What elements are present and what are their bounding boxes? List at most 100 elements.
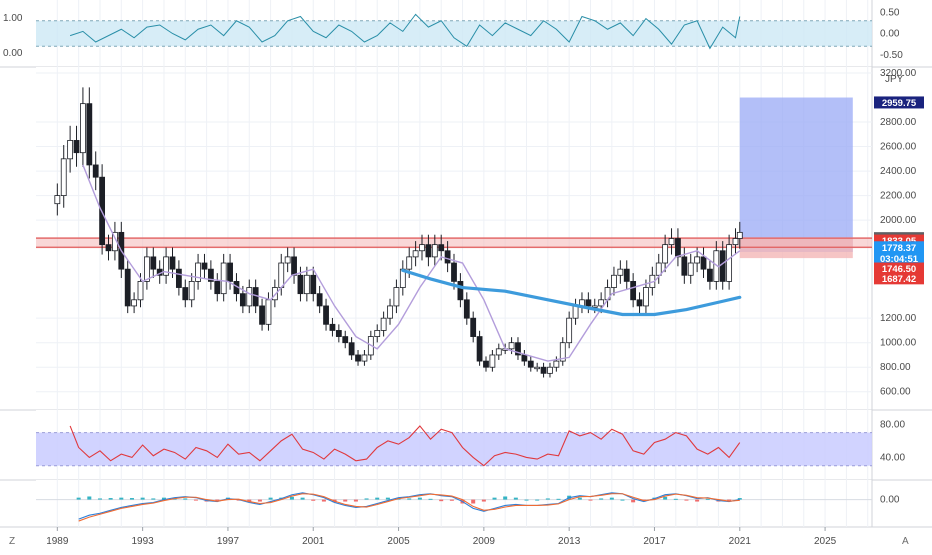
macd-histogram-bar — [545, 498, 550, 500]
candle — [380, 317, 387, 331]
corner-label-right[interactable]: A — [902, 536, 909, 547]
price-tick-label: 2600.00 — [880, 142, 917, 153]
macd-histogram-bar — [151, 498, 156, 500]
candle — [662, 244, 669, 264]
candle — [457, 281, 464, 301]
macd-histogram-bar — [588, 499, 593, 501]
macd-histogram-bar — [97, 498, 102, 500]
candle — [259, 305, 265, 325]
osc-tick-label: -0.50 — [880, 50, 903, 61]
candle — [131, 299, 138, 307]
candle — [342, 336, 349, 344]
macd-histogram-bar — [364, 498, 369, 500]
macd-histogram-bar — [727, 499, 732, 501]
candle — [169, 256, 176, 270]
macd-histogram-bar — [417, 497, 422, 500]
series — [54, 13, 743, 522]
candle — [73, 140, 80, 154]
resistance-band — [36, 237, 872, 249]
candle — [617, 268, 624, 276]
macd-signal-line — [78, 493, 740, 522]
price-tag-label: 1687.42 — [882, 274, 916, 285]
candle — [195, 262, 201, 282]
macd-histogram-bar — [673, 498, 678, 500]
candle — [431, 244, 438, 258]
price-tag-box — [874, 252, 924, 265]
macd-histogram-bar — [247, 499, 252, 502]
candle — [182, 287, 189, 301]
candle — [335, 330, 342, 337]
candle — [220, 262, 227, 295]
macd-histogram-bar — [129, 498, 134, 500]
price-tick-label: 800.00 — [880, 362, 911, 373]
time-tick-label: 2005 — [387, 536, 410, 547]
price-tick-label: 600.00 — [880, 387, 911, 398]
osc-left-tick-label: 1.00 — [3, 13, 23, 24]
macd-histogram-bar — [268, 497, 273, 500]
candle — [316, 293, 323, 307]
candle — [265, 299, 272, 325]
candle — [67, 140, 74, 160]
candle — [207, 268, 214, 282]
macd-histogram-bar — [183, 498, 188, 500]
macd-histogram-bar — [289, 496, 294, 500]
time-tick-label: 1993 — [132, 536, 155, 547]
price-tag-box — [874, 96, 924, 109]
macd-histogram-bar — [76, 497, 81, 500]
price-tag-box — [874, 241, 924, 254]
price-tag-label: 1746.50 — [882, 264, 916, 275]
macd-histogram-bar — [193, 499, 198, 501]
macd-histogram-bar — [161, 497, 166, 500]
candle — [508, 342, 515, 350]
target-zone[interactable] — [739, 97, 853, 252]
candle — [188, 281, 195, 301]
time-tick-label: 2025 — [814, 536, 837, 547]
time-tick-label: 2021 — [729, 536, 752, 547]
rsi-line — [69, 425, 741, 467]
corner-label-left[interactable]: Z — [9, 536, 15, 547]
macd-histogram-bar — [140, 497, 145, 500]
candle — [655, 262, 662, 276]
panel-macd — [36, 480, 872, 527]
macd-histogram-bar — [631, 499, 636, 503]
macd-histogram-bar — [407, 498, 412, 500]
candle — [675, 238, 681, 258]
macd-histogram-bar — [300, 497, 305, 500]
macd-histogram-bar — [353, 499, 358, 502]
candle — [291, 256, 297, 276]
candle — [297, 274, 304, 295]
candle — [246, 287, 253, 307]
candle — [92, 164, 99, 178]
candle — [591, 305, 598, 308]
price-tick-label: 1000.00 — [880, 338, 917, 349]
candle — [681, 256, 688, 276]
time-tick-label: 1997 — [217, 536, 240, 547]
osc-left-tick-label: 0.00 — [3, 48, 23, 59]
candle — [150, 256, 157, 270]
rsi-band — [36, 432, 872, 466]
macd-histogram-bar — [620, 499, 625, 501]
macd-histogram-bar — [215, 499, 220, 501]
sma-fast-line — [82, 164, 741, 362]
candle — [636, 299, 643, 307]
candle — [54, 195, 61, 205]
candle — [707, 268, 713, 282]
candle — [137, 281, 144, 301]
rsi-tick-label: 80.00 — [880, 419, 905, 430]
candle — [463, 299, 470, 319]
macd-histogram-bar — [257, 499, 262, 502]
macd-histogram-bar — [513, 497, 518, 500]
candle — [732, 238, 739, 246]
candle — [310, 274, 317, 295]
candle — [60, 158, 67, 196]
osc-tick-label: 0.00 — [880, 29, 900, 40]
candle — [105, 244, 112, 252]
macd-histogram-bar — [503, 496, 508, 500]
time-tick-label: 2009 — [473, 536, 496, 547]
price-tag-box — [874, 262, 924, 275]
macd-histogram-bar — [108, 498, 113, 500]
macd-histogram-bar — [705, 498, 710, 500]
osc-line — [69, 13, 741, 50]
